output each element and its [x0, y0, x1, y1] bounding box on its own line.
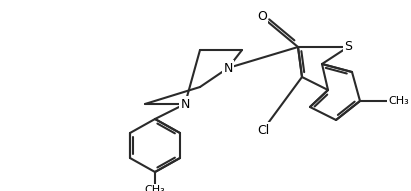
Text: CH₃: CH₃	[388, 96, 409, 106]
Text: N: N	[223, 62, 233, 74]
Text: S: S	[344, 40, 352, 53]
Text: Cl: Cl	[257, 124, 269, 137]
Text: N: N	[180, 97, 190, 111]
Text: CH₃: CH₃	[145, 185, 165, 191]
Text: O: O	[257, 11, 267, 23]
